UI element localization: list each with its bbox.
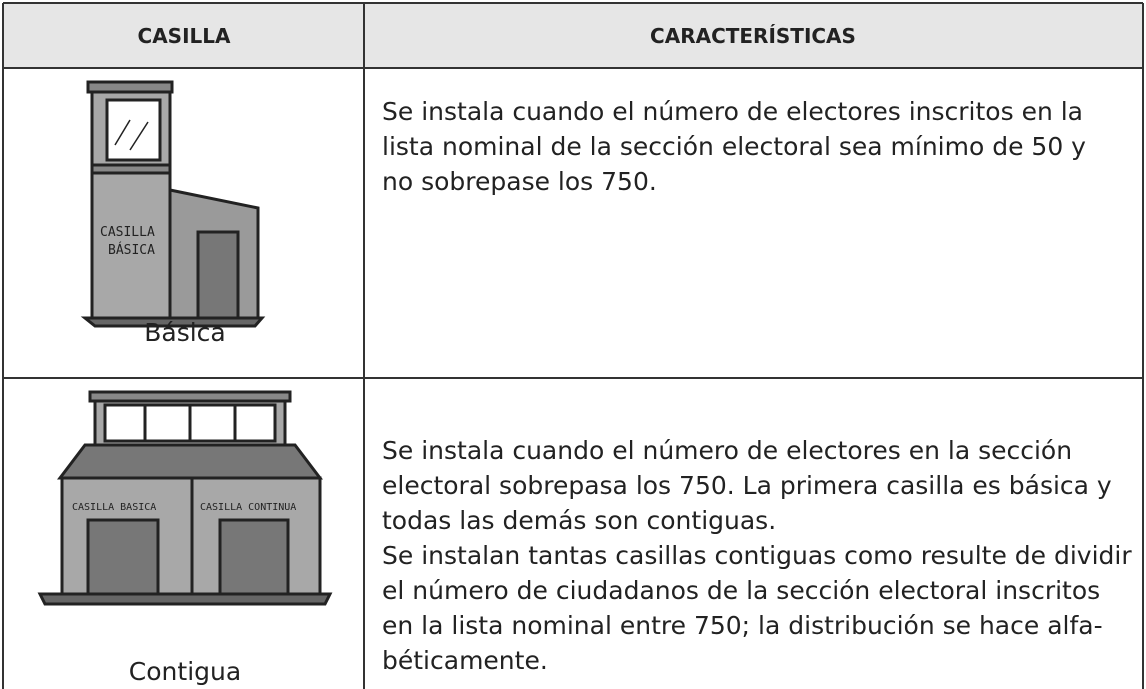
description-line: en la lista nominal entre 750; la distri… xyxy=(382,611,1103,640)
image-label: CASILLA xyxy=(100,225,155,240)
header-cell: CASILLA xyxy=(138,24,231,48)
image-label: CASILLA CONTINUA xyxy=(200,502,296,513)
description-line: Se instalan tantas casillas contiguas co… xyxy=(382,541,1132,570)
description-line: lista nominal de la sección electoral se… xyxy=(382,132,1086,161)
illustration-contigua xyxy=(37,390,333,606)
description-line: Se instala cuando el número de electores… xyxy=(382,97,1083,126)
description-line: todas las demás son contiguas. xyxy=(382,506,776,535)
casilla-name: Contigua xyxy=(129,657,241,686)
header-cell: CARACTERÍSTICAS xyxy=(650,24,856,48)
description-line: el número de ciudadanos de la sección el… xyxy=(382,576,1100,605)
illustration-basica xyxy=(80,80,266,328)
casilla-name: Básica xyxy=(144,318,226,347)
description-line: electoral sobrepasa los 750. La primera … xyxy=(382,471,1112,500)
image-label: BÁSICA xyxy=(108,242,155,258)
header-bg xyxy=(3,3,1143,68)
image-label: CASILLA BASICA xyxy=(72,502,156,513)
description-line: no sobrepase los 750. xyxy=(382,167,657,196)
description-line: béticamente. xyxy=(382,646,548,675)
description-line: Se instala cuando el número de electores… xyxy=(382,436,1072,465)
